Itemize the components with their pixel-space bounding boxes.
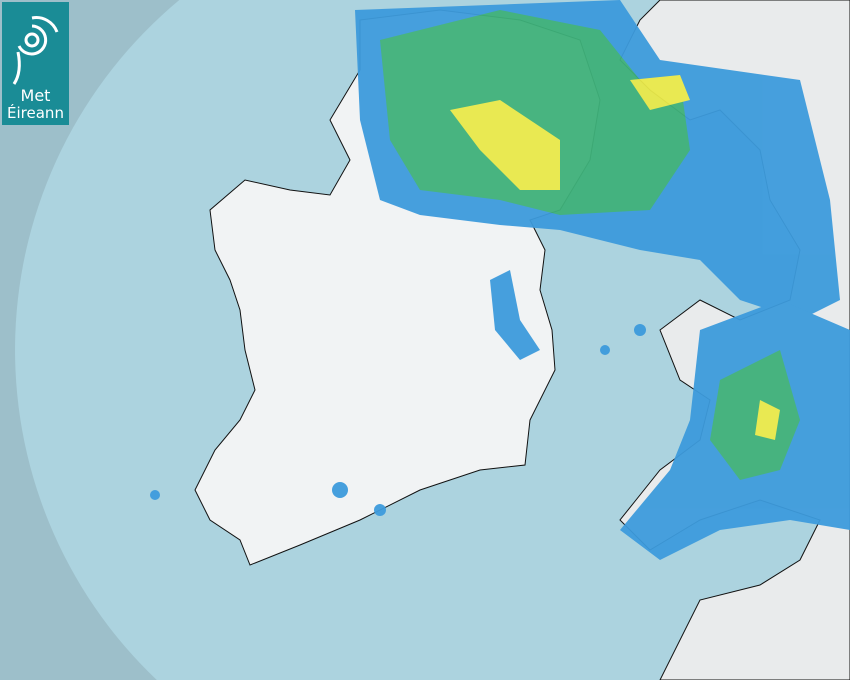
rain-heavy-north: [450, 100, 560, 190]
rain-shower: [600, 345, 610, 355]
logo-text-met: Met: [20, 86, 51, 105]
rain-echoes: [150, 0, 850, 560]
met-eireann-logo: Met Éireann: [2, 2, 69, 125]
rain-shower: [374, 504, 386, 516]
rain-light-east-ireland: [490, 270, 540, 360]
rain-heavy-north2: [630, 75, 690, 110]
rain-moderate-north: [380, 10, 690, 215]
met-eireann-spiral-icon: [12, 16, 59, 85]
rain-shower: [332, 482, 348, 498]
rain-shower: [150, 490, 160, 500]
rain-moderate-wales: [710, 350, 800, 480]
logo-text-eireann: Éireann: [7, 104, 64, 122]
rain-heavy-wales: [755, 400, 780, 440]
rain-shower: [634, 324, 646, 336]
